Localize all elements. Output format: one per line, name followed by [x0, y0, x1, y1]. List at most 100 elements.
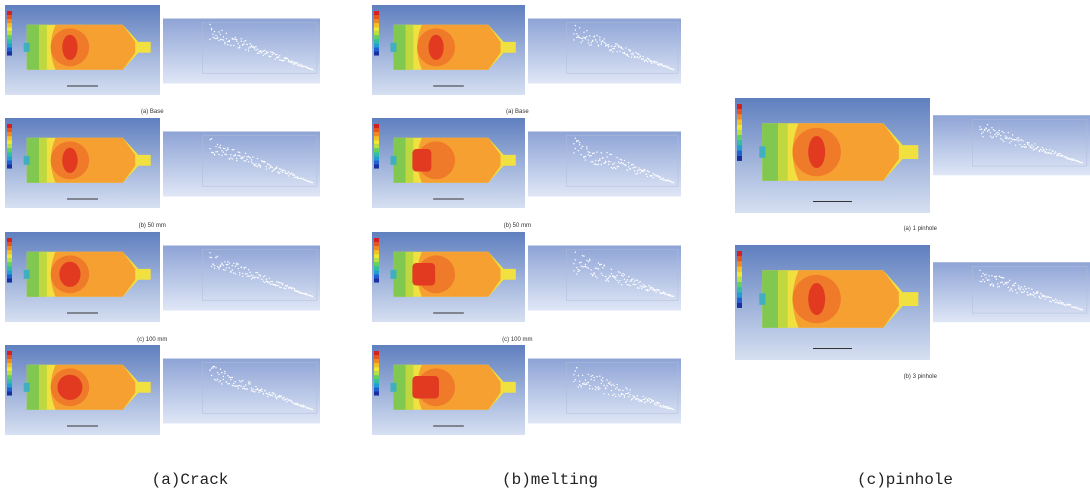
plot-dot	[295, 63, 296, 64]
plot-dot	[218, 374, 219, 375]
plot-dot	[592, 40, 593, 41]
plot-dot	[211, 257, 212, 258]
legend-swatch	[7, 152, 12, 156]
plot-dot	[283, 397, 284, 398]
plot-dot	[1015, 289, 1016, 290]
plot-dot	[276, 285, 277, 286]
plot-dot	[608, 46, 609, 47]
plot-dot	[283, 399, 284, 400]
zone-inlet	[24, 270, 30, 279]
plot-dot	[297, 177, 298, 178]
plot-dot	[245, 160, 246, 161]
plot-dot	[217, 372, 218, 373]
plot-dot	[625, 165, 626, 166]
plot-dot	[576, 140, 577, 141]
plot-dot	[648, 398, 649, 399]
plot-dot	[246, 276, 247, 277]
plot-dot	[634, 170, 635, 171]
plot-dot	[257, 388, 258, 389]
plot-dot	[1005, 138, 1006, 139]
plot-dot	[991, 283, 992, 284]
plot-dot	[593, 272, 594, 273]
plot-dot	[651, 175, 652, 176]
plot-dot	[1027, 143, 1028, 144]
plot-dot	[573, 33, 574, 34]
plot-dot	[994, 276, 995, 277]
legend-swatch	[7, 52, 12, 56]
plot-dot	[1027, 292, 1028, 293]
plot-dot	[628, 284, 629, 285]
legend-swatch	[737, 282, 742, 287]
plot-dot	[605, 162, 606, 163]
legend-swatch	[374, 363, 379, 367]
plot-dot	[270, 167, 271, 168]
plot-dot	[294, 290, 295, 291]
plot-dot	[306, 180, 307, 181]
plot-dot	[236, 158, 237, 159]
plot-dot	[1067, 304, 1068, 305]
panel-label: (a) Base	[141, 109, 164, 115]
plot-dot	[651, 289, 652, 290]
plot-dot	[670, 295, 671, 296]
plot-dot	[254, 165, 255, 166]
legend-swatch	[7, 359, 12, 363]
plot-dot	[286, 173, 287, 174]
plot-dot	[653, 177, 654, 178]
plot-dot	[249, 157, 250, 158]
plot-dot	[999, 133, 1000, 134]
plot-dot	[629, 285, 630, 286]
plot-background	[163, 359, 320, 424]
plot-dot	[603, 393, 604, 394]
plot-dot	[260, 50, 261, 51]
plot-dot	[657, 62, 658, 63]
legend-swatch	[374, 148, 379, 152]
plot-dot	[233, 155, 234, 156]
plot-dot	[249, 383, 250, 384]
plot-dot	[575, 137, 576, 138]
plot-dot	[1040, 298, 1041, 299]
zone-inlet	[390, 270, 396, 279]
plot-dot	[212, 366, 213, 367]
plot-dot	[243, 41, 244, 42]
legend-swatch	[374, 27, 379, 31]
plot-dot	[598, 164, 599, 165]
legend-swatch	[7, 371, 12, 375]
plot-dot	[667, 406, 668, 407]
plot-dot	[1058, 155, 1059, 156]
plot-dot	[666, 66, 667, 67]
plot-dot	[1039, 297, 1040, 298]
plot-dot	[622, 163, 623, 164]
legend-swatch	[7, 35, 12, 39]
plot-dot	[277, 172, 278, 173]
plot-dot	[211, 28, 212, 29]
plot-dot	[266, 169, 267, 170]
plot-dot	[638, 401, 639, 402]
plot-dot	[1082, 162, 1083, 163]
plot-dot	[618, 282, 619, 283]
plot-dot	[273, 284, 274, 285]
plot-dot	[292, 173, 293, 174]
plot-dot	[272, 392, 273, 393]
plot-dot	[627, 279, 628, 280]
plot-dot	[1008, 132, 1009, 133]
zone-lightgreen	[406, 138, 414, 183]
plot-dot	[276, 398, 277, 399]
plot-dot	[658, 405, 659, 406]
plot-dot	[589, 260, 590, 261]
plot-dot	[1015, 145, 1016, 146]
plot-dot	[227, 383, 228, 384]
plot-dot	[257, 158, 258, 159]
plot-dot	[603, 162, 604, 163]
plot-dot	[598, 45, 599, 46]
plot-dot	[1019, 289, 1020, 290]
plot-dot	[985, 277, 986, 278]
panel-label: (c) 100 mm	[137, 337, 167, 343]
plot-dot	[229, 376, 230, 377]
plot-dot	[642, 396, 643, 397]
plot-dot	[608, 44, 609, 45]
plot-dot	[1042, 295, 1043, 296]
plot-dot	[664, 179, 665, 180]
legend-swatch	[374, 250, 379, 254]
plot-dot	[576, 273, 577, 274]
plot-dot	[297, 64, 298, 65]
